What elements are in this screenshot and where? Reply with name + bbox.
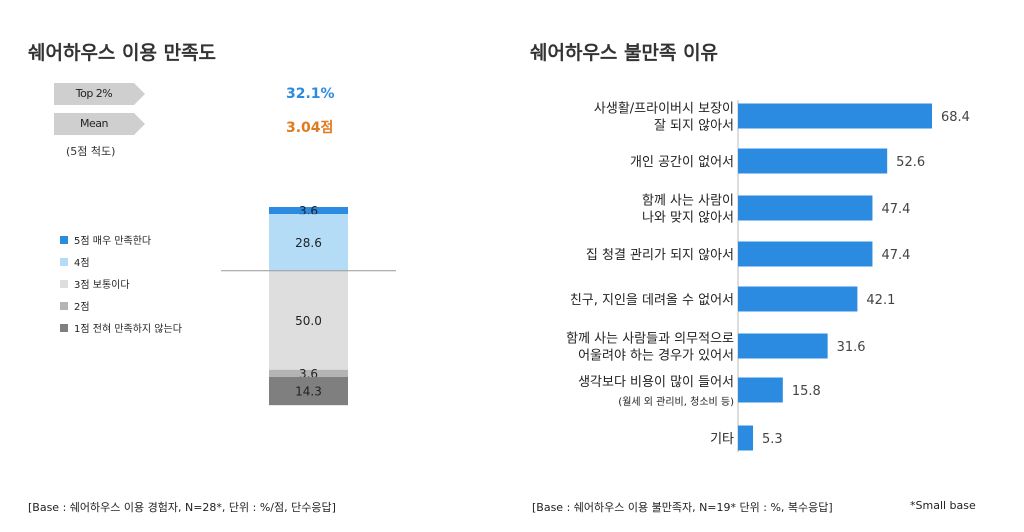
bar-6 — [738, 333, 828, 359]
top2-tag: Top 2% — [54, 83, 145, 105]
bar-value-label-6: 31.6 — [837, 340, 866, 355]
bar-5 — [738, 286, 858, 312]
category-label-4: 집 청결 관리가 되지 않아서 — [586, 248, 734, 263]
legend-label: 4점 — [74, 258, 90, 269]
legend-item-2: 4점 — [60, 257, 90, 271]
mean-tag: Mean — [54, 113, 145, 135]
legend-swatch — [60, 280, 68, 288]
bar-value-label-5: 42.1 — [866, 293, 895, 308]
small-base-note: *Small base — [910, 499, 976, 512]
stack-segment-3 — [269, 270, 348, 370]
bar-1 — [738, 103, 932, 129]
bar-4 — [738, 241, 873, 267]
top2-value: 32.1% — [286, 86, 335, 102]
horizontal-bar-chart: 68.4 사생활/프라이버시 보장이 잘 되지 않아서 52.6 개인 공간이 없어서 4… — [566, 100, 970, 452]
legend-swatch — [60, 324, 68, 332]
legend-label: 3점 보통이다 — [74, 280, 130, 291]
legend-item-4: 2점 — [60, 301, 90, 315]
bar-value-label-2: 52.6 — [896, 155, 925, 170]
stack-value-label-3: 50.0 — [295, 314, 322, 328]
bar-2 — [738, 148, 888, 174]
bar-7 — [738, 377, 783, 403]
bar-8 — [738, 425, 754, 451]
category-note-7: (월세 외 관리비, 청소비 등) — [618, 396, 734, 408]
scale-note: (5점 척도) — [66, 145, 116, 158]
category-label-8: 기타 — [710, 432, 734, 447]
right-chart-title: 쉐어하우스 불만족 이유 — [530, 42, 719, 64]
bar-value-label-4: 47.4 — [881, 248, 910, 263]
legend-swatch — [60, 236, 68, 244]
category-label-2: 개인 공간이 없어서 — [630, 155, 734, 170]
stack-value-label-5: 14.3 — [295, 385, 322, 399]
category-label-1: 사생활/프라이버시 보장이 잘 되지 않아서 — [594, 102, 734, 134]
legend-label: 2점 — [74, 302, 90, 313]
stacked-bar-chart: 3.628.650.03.614.3 — [221, 204, 396, 406]
legend-item-3: 3점 보통이다 — [60, 279, 130, 293]
left-footer: [Base : 쉐어하우스 이용 경험자, N=28*, 단위 : %/점, 단… — [28, 501, 336, 514]
stack-segment-2 — [269, 214, 348, 271]
stack-segment-1 — [269, 207, 348, 215]
mean-value: 3.04점 — [286, 120, 334, 136]
legend-swatch — [60, 302, 68, 310]
category-label-5: 친구, 지인을 데려올 수 없어서 — [570, 293, 734, 308]
bar-3 — [738, 195, 873, 221]
left-chart-title: 쉐어하우스 이용 만족도 — [28, 42, 217, 64]
legend-label: 1점 전혀 만족하지 않는다 — [74, 324, 182, 335]
legend-swatch — [60, 258, 68, 266]
legend-item-5: 1점 전혀 만족하지 않는다 — [60, 323, 182, 337]
legend-label: 5점 매우 만족한다 — [74, 236, 152, 247]
stack-segment-5 — [269, 376, 348, 406]
stack-segment-4 — [269, 369, 348, 377]
legend-item-1: 5점 매우 만족한다 — [60, 235, 151, 249]
stack-value-label-2: 28.6 — [295, 236, 322, 250]
bar-value-label-1: 68.4 — [941, 110, 970, 125]
category-label-6: 함께 사는 사람들과 의무적으로 어울려야 하는 경우가 있어서 — [566, 332, 734, 364]
right-footer: [Base : 쉐어하우스 이용 불만족자, N=19* 단위 : %, 복수응… — [532, 501, 833, 514]
bar-value-label-7: 15.8 — [792, 384, 821, 399]
bar-value-label-8: 5.3 — [762, 432, 783, 447]
category-label-7: 생각보다 비용이 많이 들어서 — [578, 375, 734, 390]
category-label-3: 함께 사는 사람이 나와 맞지 않아서 — [642, 194, 734, 226]
bar-value-label-3: 47.4 — [881, 202, 910, 217]
